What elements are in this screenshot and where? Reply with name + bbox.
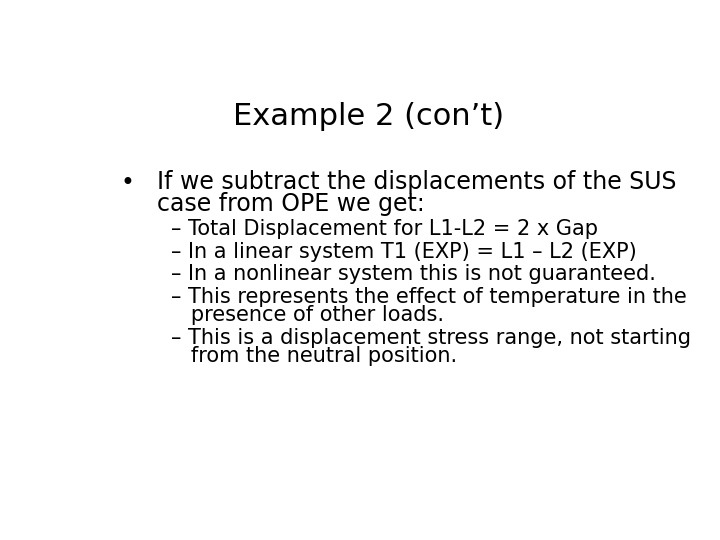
- Text: – Total Displacement for L1-L2 = 2 x Gap: – Total Displacement for L1-L2 = 2 x Gap: [171, 219, 598, 239]
- Text: – In a linear system T1 (EXP) = L1 – L2 (EXP): – In a linear system T1 (EXP) = L1 – L2 …: [171, 241, 636, 261]
- Text: – This represents the effect of temperature in the: – This represents the effect of temperat…: [171, 287, 687, 307]
- Text: If we subtract the displacements of the SUS: If we subtract the displacements of the …: [157, 170, 677, 193]
- Text: – In a nonlinear system this is not guaranteed.: – In a nonlinear system this is not guar…: [171, 265, 656, 285]
- Text: presence of other loads.: presence of other loads.: [171, 305, 444, 325]
- Text: from the neutral position.: from the neutral position.: [171, 346, 457, 366]
- Text: – This is a displacement stress range, not starting: – This is a displacement stress range, n…: [171, 328, 691, 348]
- Text: case from OPE we get:: case from OPE we get:: [157, 192, 425, 215]
- Text: Example 2 (con’t): Example 2 (con’t): [233, 102, 505, 131]
- Text: •: •: [121, 171, 135, 195]
